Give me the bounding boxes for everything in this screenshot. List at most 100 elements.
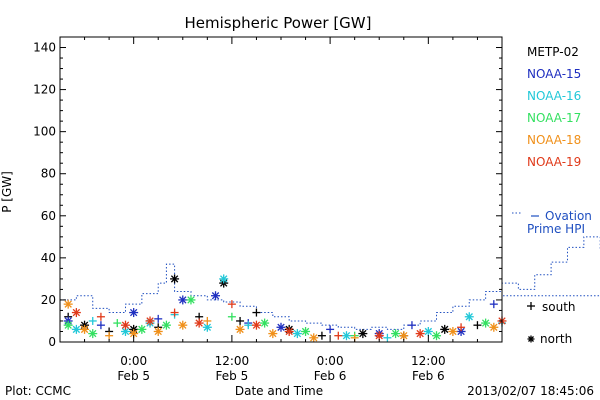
satellite-points	[63, 274, 507, 343]
north-point	[194, 318, 204, 328]
north-point	[440, 324, 450, 334]
south-point	[489, 300, 498, 309]
north-point	[178, 320, 188, 330]
north-point	[71, 324, 81, 334]
north-point	[80, 324, 90, 334]
south-point	[105, 331, 114, 340]
south-point	[203, 316, 212, 325]
north-point	[219, 274, 229, 284]
north-point	[260, 318, 270, 328]
ovation-hpi-line	[60, 236, 600, 330]
north-point	[309, 333, 319, 343]
north-point	[301, 326, 311, 336]
legend-entry: NOAA-17	[527, 111, 581, 125]
south-point	[407, 321, 416, 330]
north-point	[423, 326, 433, 336]
south-legend-marker	[527, 302, 535, 310]
north-point	[268, 329, 278, 339]
north-point	[170, 274, 180, 284]
north-point	[251, 320, 261, 330]
north-point	[284, 326, 294, 336]
south-point	[317, 331, 326, 340]
north-point	[178, 295, 188, 305]
series-noaa-18	[63, 299, 499, 343]
north-point	[292, 329, 302, 339]
series-noaa-17	[63, 295, 491, 341]
north-point	[137, 324, 147, 334]
north-point	[63, 320, 73, 330]
north-point	[464, 312, 474, 322]
x-tick-date-label: Feb 6	[314, 369, 347, 383]
north-point	[374, 331, 384, 341]
south-point	[227, 312, 236, 321]
south-point	[227, 300, 236, 309]
north-legend-marker	[527, 335, 535, 343]
y-tick-label: 20	[41, 293, 56, 307]
south-point	[244, 321, 253, 330]
north-point	[489, 322, 499, 332]
x-tick-time-label: 12:00	[411, 354, 446, 368]
legend-entry: NOAA-16	[527, 89, 581, 103]
north-point	[71, 308, 81, 318]
plot-credit: Plot: CCMC	[5, 384, 71, 398]
south-point	[88, 316, 97, 325]
north-point	[186, 295, 196, 305]
north-point	[120, 320, 130, 330]
north-point	[448, 326, 458, 336]
plot-frame	[59, 36, 503, 343]
north-point	[481, 318, 491, 328]
y-tick-label: 40	[41, 251, 56, 265]
south-point	[154, 314, 163, 323]
north-point	[63, 299, 73, 309]
south-point	[252, 308, 261, 317]
x-tick-date-label: Feb 5	[117, 369, 150, 383]
x-axis-label: Date and Time	[235, 384, 323, 398]
north-point	[211, 291, 221, 301]
south-point	[457, 323, 466, 332]
north-point	[153, 326, 163, 336]
south-point	[170, 308, 179, 317]
north-point	[276, 322, 286, 332]
y-tick-label: 60	[41, 209, 56, 223]
south-legend-label: south	[542, 300, 576, 314]
legend-entry: NOAA-18	[527, 133, 581, 147]
y-tick-label: 0	[48, 335, 56, 349]
x-tick-time-label: 12:00	[215, 354, 250, 368]
south-point	[236, 316, 245, 325]
north-legend-label: north	[540, 332, 572, 346]
north-point	[161, 320, 171, 330]
north-point	[391, 329, 401, 339]
y-tick-label: 140	[33, 41, 56, 55]
north-point	[341, 331, 351, 341]
y-axis-label: P [GW]	[0, 171, 14, 213]
legend-entry: NOAA-15	[527, 67, 581, 81]
ovation-legend-line2: Prime HPI	[527, 222, 585, 236]
north-point	[129, 308, 139, 318]
series-noaa-19	[71, 300, 507, 341]
ovation-hpi-series	[60, 236, 600, 330]
y-tick-label: 80	[41, 167, 56, 181]
south-point	[473, 321, 482, 330]
north-point	[358, 329, 368, 339]
chart-title: Hemispheric Power [GW]	[185, 14, 372, 32]
north-point	[399, 331, 409, 341]
north-point	[120, 326, 130, 336]
x-tick-date-label: Feb 6	[412, 369, 445, 383]
north-point	[235, 324, 245, 334]
x-tick-time-label: 0:00	[120, 354, 147, 368]
legend-entry: METP-02	[527, 45, 579, 59]
south-point	[96, 321, 105, 330]
south-point	[334, 331, 343, 340]
south-point	[383, 333, 392, 342]
ovation-legend-line1: Ovation	[545, 209, 592, 223]
south-point	[113, 319, 122, 328]
north-point	[432, 331, 442, 341]
plot-timestamp: 2013/02/07 18:45:06	[467, 384, 594, 398]
x-tick-date-label: Feb 5	[216, 369, 249, 383]
north-point	[88, 329, 98, 339]
x-tick-time-label: 0:00	[317, 354, 344, 368]
north-point	[415, 329, 425, 339]
y-tick-label: 100	[33, 125, 56, 139]
